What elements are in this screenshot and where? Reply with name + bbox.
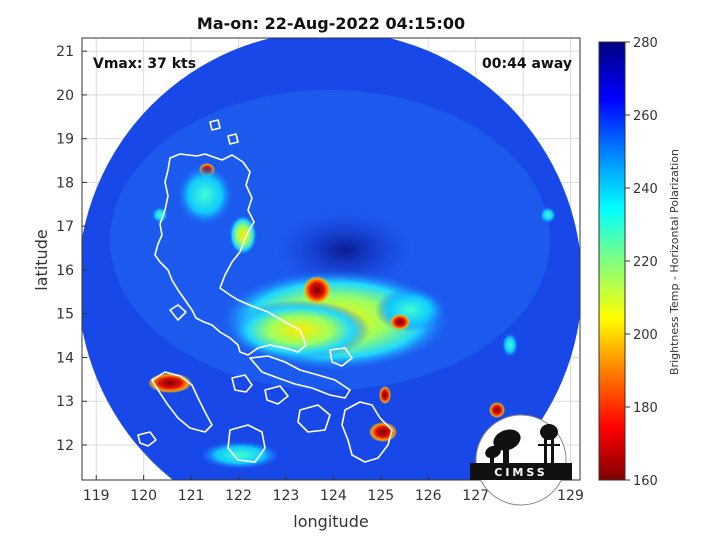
coastline-mindoro xyxy=(151,371,213,433)
y-tick-label: 19 xyxy=(56,132,74,148)
cell-samar xyxy=(369,422,397,442)
coastline-island-f xyxy=(209,119,221,131)
colorbar-tick-label: 260 xyxy=(633,109,658,124)
logo-text: CIMSS xyxy=(494,466,547,479)
coastline-bicol xyxy=(249,355,351,399)
y-tick-label: 17 xyxy=(56,219,74,235)
x-tick-label: 123 xyxy=(273,488,300,504)
coastline-island-d xyxy=(329,347,353,367)
x-tick-label: 126 xyxy=(415,488,442,504)
coastline-island-i xyxy=(169,304,187,321)
coastline-island-h xyxy=(114,464,141,480)
x-tick-label: 122 xyxy=(225,488,252,504)
coastline-island-e xyxy=(137,431,157,447)
latitude-ticks: 12 13 14 15 16 17 18 19 20 21 xyxy=(56,44,87,454)
y-tick-label: 12 xyxy=(56,438,74,454)
coastline-island-a xyxy=(297,404,331,433)
coastline-panay xyxy=(227,424,266,463)
dark-eye-region xyxy=(275,210,415,290)
x-tick-label: 121 xyxy=(178,488,205,504)
x-tick-label: 125 xyxy=(367,488,394,504)
cell-luzon-north xyxy=(177,165,233,225)
y-tick-label: 13 xyxy=(56,394,74,410)
colorbar-ramp xyxy=(598,41,626,481)
y-tick-label: 20 xyxy=(56,88,74,104)
plot-frame xyxy=(81,37,581,481)
colorbar-tick-label: 240 xyxy=(633,182,658,197)
x-tick-label: 129 xyxy=(557,488,584,504)
cell-east-2 xyxy=(379,386,391,404)
convective-band-east xyxy=(375,288,445,332)
colorbar-tick-label: 180 xyxy=(633,401,658,416)
cell-east-3 xyxy=(502,333,518,357)
colorbar: 160 180 200 220 240 260 280 Brightness Temp - … xyxy=(598,36,681,489)
x-tick-label: 127 xyxy=(462,488,489,504)
y-axis-label: latitude xyxy=(32,229,51,290)
map-panel: 119120121122123124125126127128129 121314… xyxy=(56,37,584,504)
colorbar-ticks: 160 180 200 220 240 260 280 xyxy=(625,36,658,489)
colorbar-label: Brightness Temp - Horizontal Polarizatio… xyxy=(668,149,681,375)
y-tick-label: 18 xyxy=(56,175,74,191)
cell-east-4 xyxy=(540,207,556,223)
water-tower-icon xyxy=(538,424,560,463)
colorbar-tick-label: 200 xyxy=(633,328,658,343)
vmax-annotation: Vmax: 37 kts xyxy=(93,56,196,72)
cell-luzon-west xyxy=(229,215,257,255)
time-away-annotation: 00:44 away xyxy=(482,56,572,72)
cell-south xyxy=(200,441,280,469)
x-axis-label: longitude xyxy=(293,512,368,531)
cell-east-1 xyxy=(390,314,410,330)
y-tick-label: 16 xyxy=(56,263,74,279)
x-tick-label: 120 xyxy=(130,488,157,504)
coastline-island-c xyxy=(264,385,289,405)
cell-far-east xyxy=(489,402,505,418)
coastline-island-g xyxy=(227,133,239,145)
colorbar-tick-label: 280 xyxy=(633,36,658,51)
cell-mindoro xyxy=(148,373,192,393)
colorbar-tick-label: 220 xyxy=(633,255,658,270)
figure-title: Ma-on: 22-Aug-2022 04:15:00 xyxy=(197,14,465,33)
coastline-island-b xyxy=(231,374,253,393)
colorbar-tick-label: 160 xyxy=(633,474,658,489)
coastline-luzon xyxy=(154,153,307,356)
cimss-logo: CIMSS xyxy=(470,414,572,506)
coastline-samar xyxy=(341,401,393,463)
brightness-temperature-swath xyxy=(82,38,580,480)
x-tick-label: 119 xyxy=(83,488,110,504)
coastlines xyxy=(114,119,393,480)
y-tick-label: 14 xyxy=(56,350,74,366)
satellite-dish-icon xyxy=(485,429,521,463)
hot-spot xyxy=(303,276,331,304)
y-tick-label: 15 xyxy=(56,307,74,323)
y-tick-label: 21 xyxy=(56,44,74,60)
logo-banner xyxy=(470,463,572,480)
x-tick-label: 124 xyxy=(320,488,347,504)
